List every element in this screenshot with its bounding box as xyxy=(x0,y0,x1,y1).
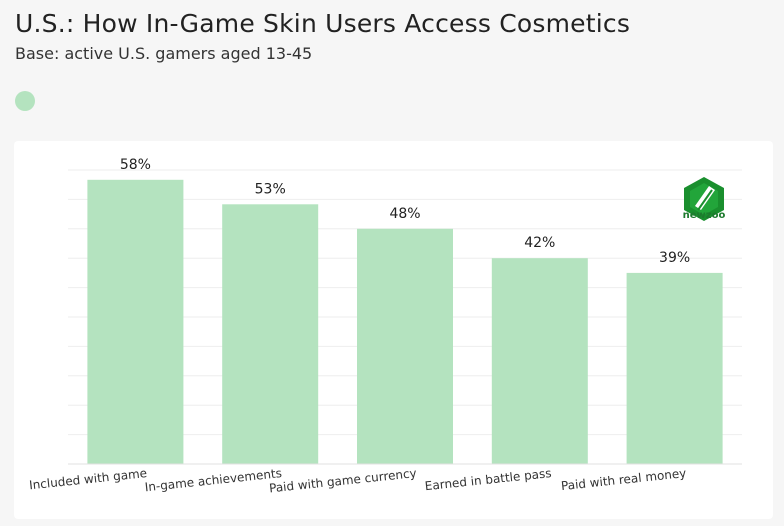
data-label: 42% xyxy=(524,235,555,251)
data-label: 58% xyxy=(120,157,151,173)
data-label: 48% xyxy=(389,206,420,222)
bar xyxy=(357,228,453,464)
bar xyxy=(87,179,184,465)
bar xyxy=(626,272,723,464)
category-label: In-game achievements xyxy=(144,466,282,494)
bar xyxy=(222,204,319,465)
category-label: Paid with game currency xyxy=(268,466,417,495)
data-label: 53% xyxy=(255,181,286,197)
newzoo-logo-text: newzoo xyxy=(682,210,726,221)
newzoo-logo-icon xyxy=(684,177,724,221)
chart-subtitle: Base: active U.S. gamers aged 13-45 xyxy=(15,44,313,63)
legend-marker xyxy=(15,91,35,111)
chart-title: U.S.: How In-Game Skin Users Access Cosm… xyxy=(15,9,631,38)
bar xyxy=(491,258,588,464)
data-label: 39% xyxy=(659,250,690,266)
category-label: Earned in battle pass xyxy=(424,466,552,493)
category-label: Included with game xyxy=(28,466,147,492)
category-label: Paid with real money xyxy=(560,466,687,493)
